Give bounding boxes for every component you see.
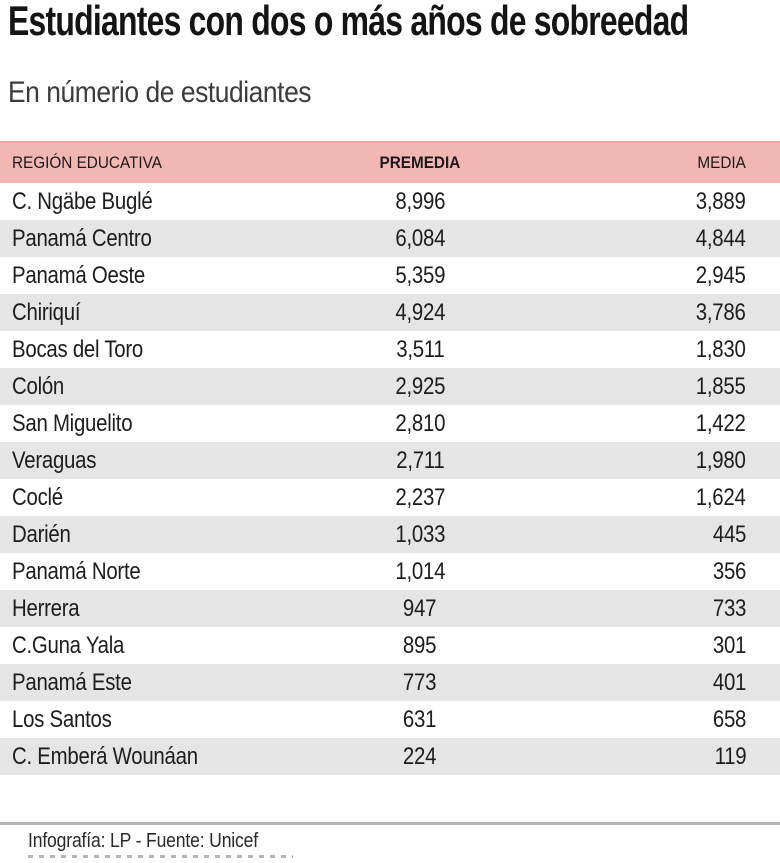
cell-media: 3,786 bbox=[696, 298, 746, 326]
cell-region: Panamá Oeste bbox=[12, 261, 146, 289]
cell-premedia: 224 bbox=[403, 742, 437, 770]
cell-region: Veraguas bbox=[12, 446, 97, 474]
cell-media: 1,624 bbox=[696, 483, 746, 511]
cell-premedia: 2,711 bbox=[395, 446, 445, 474]
cell-media: 733 bbox=[712, 594, 747, 622]
cell-premedia: 947 bbox=[403, 594, 437, 622]
cropped-text-remnant bbox=[28, 855, 293, 858]
table-row: Chiriquí 4,924 3,786 bbox=[0, 294, 780, 331]
cell-region: Los Santos bbox=[12, 705, 112, 733]
cell-region: C. Emberá Wounáan bbox=[12, 742, 198, 770]
table-body: C. Ngäbe Buglé 8,996 3,889 Panamá Centro… bbox=[0, 183, 780, 775]
col-header-media: MEDIA bbox=[697, 153, 746, 172]
table-row: Colón 2,925 1,855 bbox=[0, 368, 780, 405]
cell-media: 119 bbox=[714, 742, 746, 770]
cell-region: Coclé bbox=[12, 483, 63, 511]
cell-premedia: 631 bbox=[403, 705, 437, 733]
table-row: Veraguas 2,711 1,980 bbox=[0, 442, 780, 479]
cell-premedia: 6,084 bbox=[395, 224, 445, 252]
table-row: Panamá Centro 6,084 4,844 bbox=[0, 220, 780, 257]
cell-region: Chiriquí bbox=[12, 298, 81, 326]
col-header-premedia: PREMEDIA bbox=[379, 153, 461, 172]
page-subtitle: En númerio de estudiantes bbox=[8, 76, 312, 109]
footer-credit: Infografía: LP - Fuente: Unicef bbox=[28, 830, 258, 852]
cell-premedia: 5,359 bbox=[395, 261, 445, 289]
cell-premedia: 3,511 bbox=[395, 335, 445, 363]
cell-media: 2,945 bbox=[696, 261, 746, 289]
cell-premedia: 1,014 bbox=[395, 557, 445, 585]
cell-premedia: 8,996 bbox=[395, 187, 445, 215]
table-row: Panamá Este 773 401 bbox=[0, 664, 780, 701]
cell-premedia: 2,925 bbox=[395, 372, 445, 400]
cell-premedia: 773 bbox=[403, 668, 437, 696]
cell-media: 658 bbox=[712, 705, 747, 733]
cell-premedia: 4,924 bbox=[395, 298, 445, 326]
cell-media: 401 bbox=[712, 668, 747, 696]
table-row: San Miguelito 2,810 1,422 bbox=[0, 405, 780, 442]
table-row: Darién 1,033 445 bbox=[0, 516, 780, 553]
cell-premedia: 2,237 bbox=[395, 483, 445, 511]
cell-region: Herrera bbox=[12, 594, 80, 622]
table-row: Panamá Oeste 5,359 2,945 bbox=[0, 257, 780, 294]
cell-media: 301 bbox=[712, 631, 747, 659]
data-table: REGIÓN EDUCATIVA PREMEDIA MEDIA C. Ngäbe… bbox=[0, 141, 780, 775]
table-row: C. Ngäbe Buglé 8,996 3,889 bbox=[0, 183, 780, 220]
table-row: Los Santos 631 658 bbox=[0, 701, 780, 738]
cell-media: 356 bbox=[712, 557, 747, 585]
table-row: Panamá Norte 1,014 356 bbox=[0, 553, 780, 590]
cell-region: San Miguelito bbox=[12, 409, 133, 437]
cell-region: C. Ngäbe Buglé bbox=[12, 187, 153, 215]
cell-media: 1,980 bbox=[696, 446, 746, 474]
cell-premedia: 895 bbox=[403, 631, 437, 659]
cell-media: 1,830 bbox=[696, 335, 746, 363]
cell-media: 445 bbox=[712, 520, 747, 548]
table-row: Coclé 2,237 1,624 bbox=[0, 479, 780, 516]
table-row: Bocas del Toro 3,511 1,830 bbox=[0, 331, 780, 368]
cell-media: 4,844 bbox=[696, 224, 746, 252]
cell-media: 1,422 bbox=[696, 409, 746, 437]
table-row: C.Guna Yala 895 301 bbox=[0, 627, 780, 664]
table-header: REGIÓN EDUCATIVA PREMEDIA MEDIA bbox=[0, 141, 780, 183]
cell-premedia: 2,810 bbox=[395, 409, 445, 437]
col-header-region: REGIÓN EDUCATIVA bbox=[12, 153, 162, 172]
cell-region: C.Guna Yala bbox=[12, 631, 125, 659]
cell-region: Panamá Centro bbox=[12, 224, 152, 252]
cell-region: Panamá Este bbox=[12, 668, 132, 696]
cell-premedia: 1,033 bbox=[395, 520, 445, 548]
table-row: C. Emberá Wounáan 224 119 bbox=[0, 738, 780, 775]
table-row: Herrera 947 733 bbox=[0, 590, 780, 627]
cell-media: 1,855 bbox=[696, 372, 746, 400]
cell-region: Panamá Norte bbox=[12, 557, 141, 585]
cell-region: Colón bbox=[12, 372, 65, 400]
cell-region: Bocas del Toro bbox=[12, 335, 144, 363]
cell-media: 3,889 bbox=[696, 187, 746, 215]
page-title: Estudiantes con dos o más años de sobree… bbox=[8, 0, 689, 44]
footer-divider bbox=[0, 822, 780, 825]
cell-region: Darién bbox=[12, 520, 71, 548]
